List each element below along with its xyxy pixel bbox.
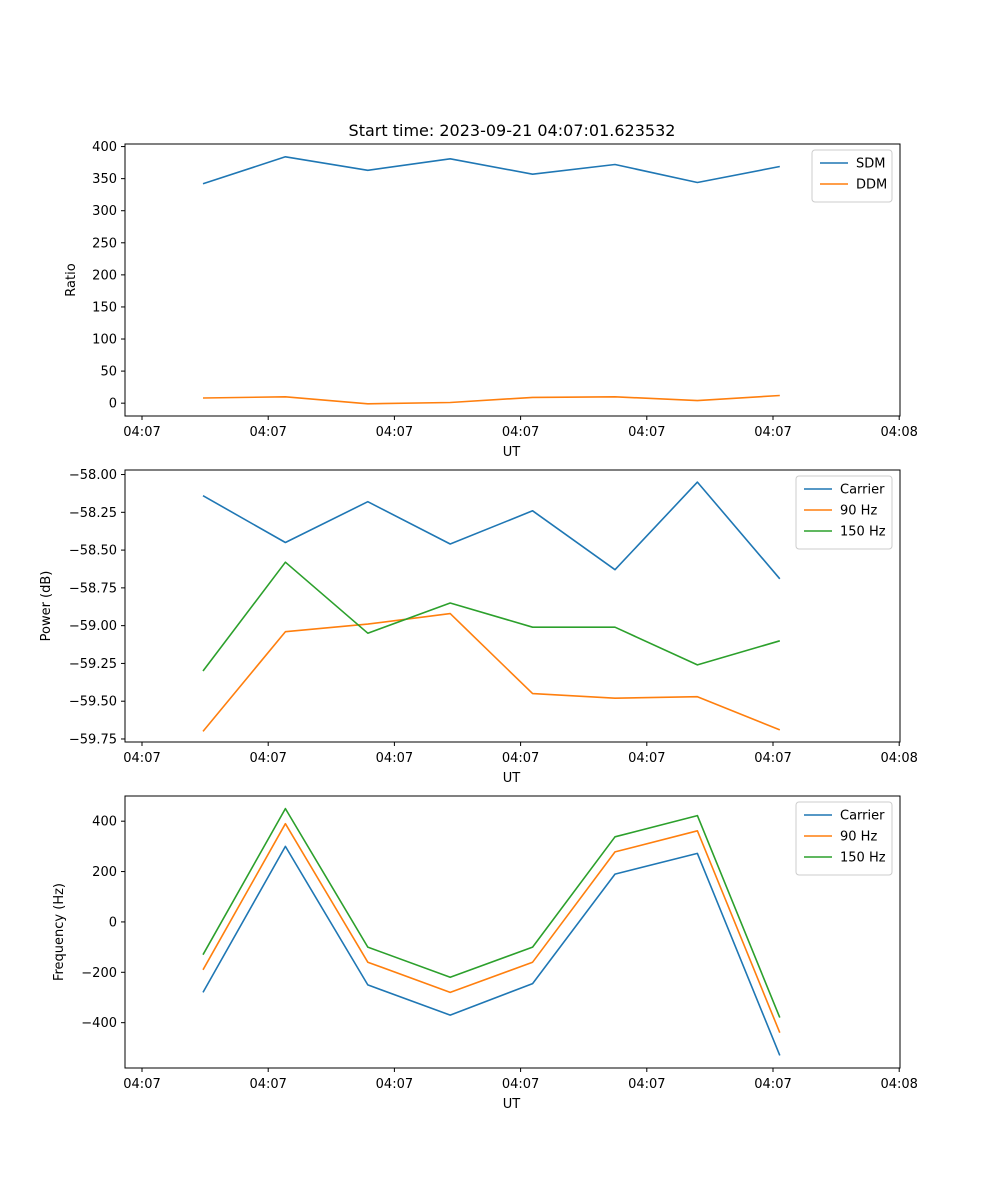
x-axis-label: UT	[503, 445, 521, 460]
legend-entry: 150 Hz	[840, 525, 886, 540]
y-axis-label: Power (dB)	[39, 571, 54, 642]
x-tick-label: 04:07	[754, 425, 791, 440]
x-tick-label: 04:07	[502, 425, 539, 440]
subplot-power: 04:07 04:07 04:07 04:07 04:07 04:07 04:08 UT −58…	[39, 468, 918, 786]
x-tick-label: 04:07	[502, 751, 539, 766]
legend-entry: 150 Hz	[840, 851, 886, 866]
y-tick-label: 200	[92, 865, 117, 880]
y-tick-label: −400	[81, 1016, 117, 1031]
x-tick-label: 04:07	[754, 751, 791, 766]
series-line-carrier	[202, 845, 781, 1056]
y-tick-label: −200	[81, 966, 117, 981]
y-tick-label: 150	[92, 300, 117, 315]
y-tick-label: −58.75	[69, 581, 117, 596]
x-tick-label: 04:08	[880, 1077, 917, 1092]
plot-frame	[124, 143, 901, 417]
y-tick-label: 100	[92, 333, 117, 348]
x-axis-label: UT	[503, 1097, 521, 1112]
series-line-ddm	[202, 394, 780, 405]
y-tick-label: 250	[92, 236, 117, 251]
plot-frame	[124, 469, 901, 743]
y-tick-label: −59.75	[69, 732, 117, 747]
x-tick-label: 04:07	[754, 1077, 791, 1092]
y-tick-label: −59.25	[69, 657, 117, 672]
series-line-90-hz	[202, 612, 781, 732]
x-tick-label: 04:07	[249, 751, 286, 766]
series-line-sdm	[202, 156, 780, 185]
series-line-carrier	[202, 481, 781, 580]
x-tick-label: 04:07	[123, 425, 160, 440]
x-tick-label: 04:07	[502, 1077, 539, 1092]
y-tick-label: −59.00	[69, 619, 117, 634]
legend-entry: DDM	[856, 178, 887, 193]
series-line-90-hz	[202, 822, 781, 1034]
legend-entry: 90 Hz	[840, 830, 877, 845]
x-tick-label: 04:07	[376, 1077, 413, 1092]
x-tick-label: 04:08	[880, 425, 917, 440]
x-tick-label: 04:08	[880, 751, 917, 766]
y-tick-label: 300	[92, 204, 117, 219]
series-line-150-hz	[202, 807, 781, 1018]
y-tick-label: 200	[92, 268, 117, 283]
y-tick-label: 400	[92, 815, 117, 830]
x-axis-label: UT	[503, 771, 521, 786]
legend-entry: Carrier	[840, 809, 885, 824]
x-tick-label: 04:07	[376, 425, 413, 440]
x-tick-label: 04:07	[628, 1077, 665, 1092]
x-tick-label: 04:07	[123, 1077, 160, 1092]
plot-frame	[124, 795, 901, 1069]
subplot-ratio: 04:07 04:07 04:07 04:07 04:07 04:07 04:08 UT 0 50…	[64, 140, 918, 460]
y-tick-label: 50	[100, 365, 117, 380]
subplot-frequency: 04:07 04:07 04:07 04:07 04:07 04:07 04:08 UT 400…	[52, 795, 918, 1112]
x-tick-label: 04:07	[249, 1077, 286, 1092]
series-line-150-hz	[202, 561, 781, 672]
y-tick-label: −58.50	[69, 544, 117, 559]
y-tick-label: 0	[109, 397, 117, 412]
y-tick-label: 350	[92, 172, 117, 187]
legend-entry: Carrier	[840, 483, 885, 498]
y-axis-label: Ratio	[64, 263, 79, 296]
y-tick-label: −58.00	[69, 468, 117, 483]
x-tick-label: 04:07	[249, 425, 286, 440]
x-tick-label: 04:07	[628, 425, 665, 440]
legend-entry: 90 Hz	[840, 504, 877, 519]
legend-entry: SDM	[856, 157, 885, 172]
x-tick-label: 04:07	[123, 751, 160, 766]
y-tick-label: 400	[92, 140, 117, 155]
y-axis-label: Frequency (Hz)	[52, 883, 67, 981]
x-tick-label: 04:07	[628, 751, 665, 766]
x-tick-label: 04:07	[376, 751, 413, 766]
y-tick-label: 0	[109, 915, 117, 930]
y-tick-label: −59.50	[69, 695, 117, 710]
y-tick-label: −58.25	[69, 506, 117, 521]
chart-title: Start time: 2023-09-21 04:07:01.623532	[349, 121, 676, 140]
